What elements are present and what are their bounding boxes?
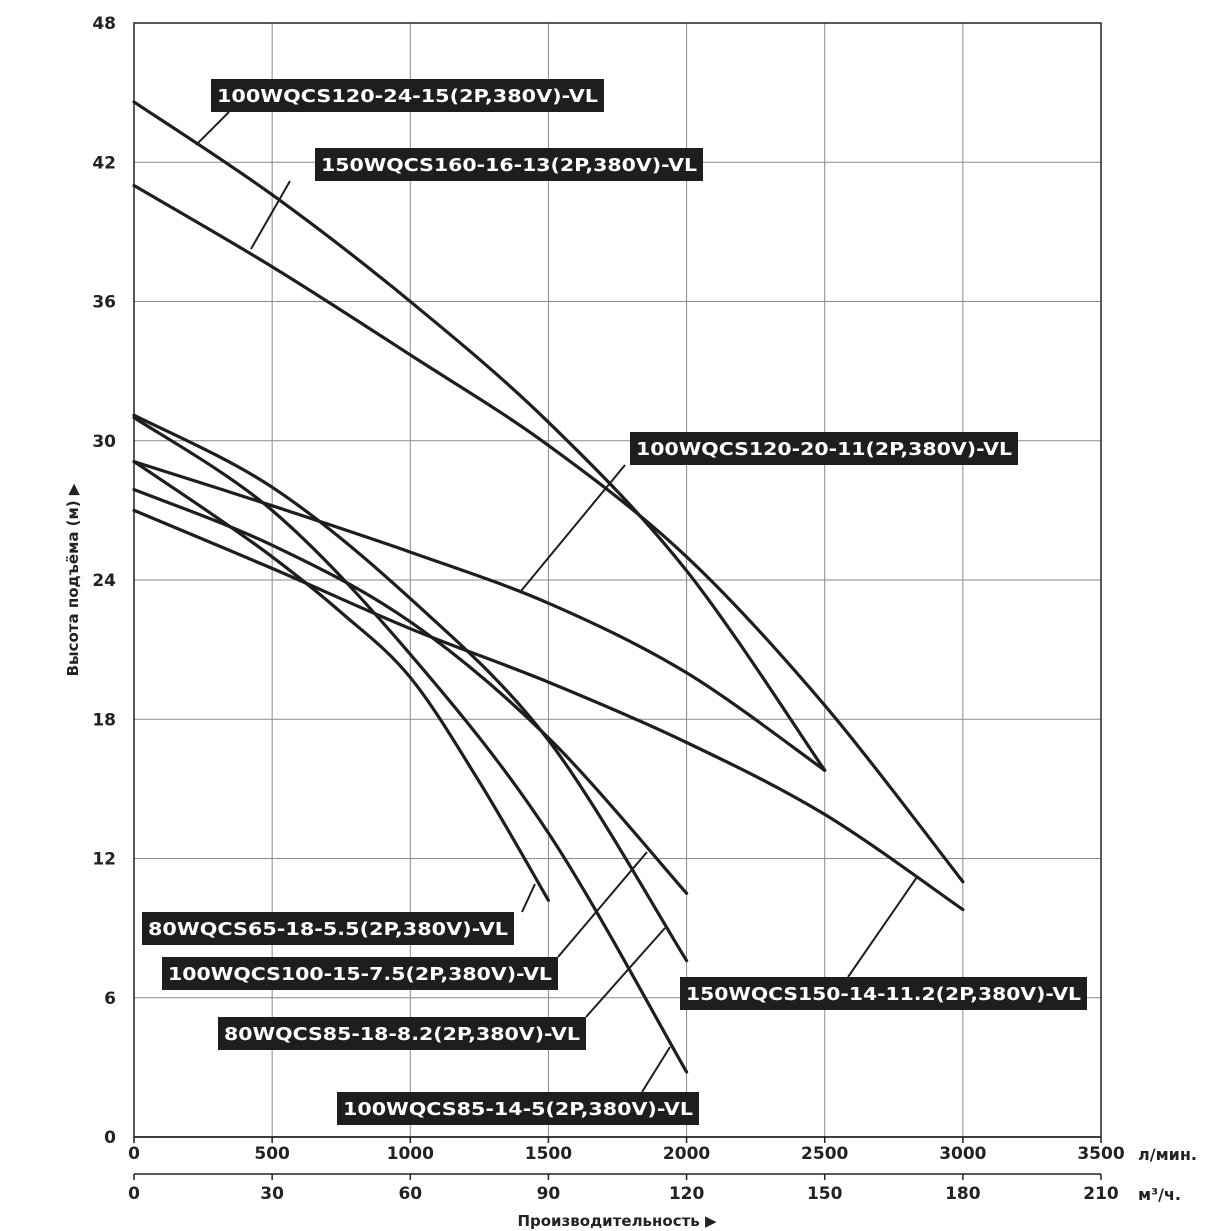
curve-100wqcs100-15-7-5-2p-380v-vl: [132, 487, 689, 895]
leader-line: [250, 180, 291, 250]
label-leaders: [195, 111, 918, 1093]
series-label: 100WQCS120-20-11(2P,380V)-VL: [636, 439, 1012, 460]
x-tick-label: 3500: [1077, 1144, 1124, 1164]
label-box: [337, 1092, 699, 1125]
x-tick-label: 2500: [801, 1144, 848, 1164]
series-label: 80WQCS85-18-8.2(2P,380V)-VL: [224, 1024, 580, 1045]
y-tick-label: 24: [92, 571, 116, 591]
curve-labels: 100WQCS120-24-15(2P,380V)-VL 150WQCS160-1…: [142, 79, 1087, 1125]
curve-100wqcs85-14-5-2p-380v-vl: [132, 415, 689, 1074]
leader-line: [521, 883, 536, 913]
leader-line: [195, 111, 230, 146]
leader-line: [641, 1046, 671, 1093]
label-box: [162, 957, 558, 990]
series-label: 150WQCS160-16-13(2P,380V)-VL: [321, 155, 697, 176]
series-label: 80WQCS65-18-5.5(2P,380V)-VL: [148, 919, 508, 940]
x-tick-label: 3000: [939, 1144, 986, 1164]
curve-80wqcs85-18-8-2-2p-380v-vl: [132, 413, 689, 963]
x-tick-label: 1500: [525, 1144, 572, 1164]
label-box: [218, 1017, 586, 1050]
x-tick-label: 500: [254, 1144, 290, 1164]
x-secondary-tick-labels: 0 30 60 90 120 150 180 210: [128, 1184, 1119, 1204]
x-tick-labels: 0 500 1000 1500 2000 2500 3000 3500: [128, 1144, 1125, 1164]
y-tick-label: 18: [92, 710, 116, 730]
y-tick-label: 6: [104, 989, 116, 1009]
x-secondary-tick-label: 0: [128, 1184, 140, 1204]
curve-80wqcs65-18-5-5-2p-380v-vl: [132, 460, 550, 902]
x-secondary-tick-label: 90: [537, 1184, 561, 1204]
x-secondary-unit: м³/ч.: [1138, 1185, 1181, 1204]
series-label: 100WQCS85-14-5(2P,380V)-VL: [343, 1099, 693, 1120]
series-label: 100WQCS100-15-7.5(2P,380V)-VL: [168, 964, 552, 985]
label-150wqcs150-14-11-2-2p-380v-vl: 150WQCS150-14-11.2(2P,380V)-VL: [680, 977, 1087, 1010]
label-100wqcs100-15-7-5-2p-380v-vl: 100WQCS100-15-7.5(2P,380V)-VL: [162, 957, 558, 990]
curve-100wqcs120-20-11-2p-380v-vl: [132, 460, 827, 772]
curve-100wqcs120-24-15-2p-380v-vl: [132, 100, 827, 772]
axes: [133, 1136, 1102, 1180]
label-box: [142, 912, 514, 945]
x-secondary-tick-label: 60: [398, 1184, 422, 1204]
x-primary-unit: л/мин.: [1138, 1145, 1197, 1164]
label-box: [315, 148, 703, 181]
x-tick-label: 1000: [387, 1144, 434, 1164]
x-tick-label: 0: [128, 1144, 140, 1164]
y-tick-label: 12: [92, 850, 116, 870]
y-tick-label: 42: [92, 153, 116, 173]
series-label: 100WQCS120-24-15(2P,380V)-VL: [217, 86, 598, 107]
label-box: [680, 977, 1087, 1010]
leader-line: [520, 464, 626, 592]
x-secondary-tick-label: 180: [945, 1184, 981, 1204]
series-label: 150WQCS150-14-11.2(2P,380V)-VL: [686, 984, 1081, 1005]
y-tick-label: 0: [104, 1128, 116, 1148]
pump-curves: [132, 100, 965, 1074]
label-100wqcs85-14-5-2p-380v-vl: 100WQCS85-14-5(2P,380V)-VL: [337, 1092, 699, 1125]
curve-150wqcs150-14-11-2-2p-380v-vl: [132, 508, 965, 912]
x-secondary-tick-label: 120: [669, 1184, 705, 1204]
label-100wqcs120-24-15-2p-380v-vl: 100WQCS120-24-15(2P,380V)-VL: [211, 79, 604, 112]
y-tick-label: 30: [92, 432, 116, 452]
leader-line: [847, 876, 918, 978]
label-150wqcs160-16-13-2p-380v-vl: 150WQCS160-16-13(2P,380V)-VL: [315, 148, 703, 181]
x-tick-label: 2000: [663, 1144, 710, 1164]
label-box: [630, 432, 1018, 465]
x-axis-title: Производительность ▶: [517, 1212, 717, 1230]
x-secondary-tick-label: 150: [807, 1184, 843, 1204]
label-80wqcs65-18-5-5-2p-380v-vl: 80WQCS65-18-5.5(2P,380V)-VL: [142, 912, 514, 945]
y-axis-title: Высота подъёма (м) ▶: [64, 483, 82, 676]
x-secondary-tick-label: 30: [260, 1184, 284, 1204]
leader-line: [585, 927, 666, 1018]
y-tick-label: 36: [92, 293, 116, 313]
label-80wqcs85-18-8-2-2p-380v-vl: 80WQCS85-18-8.2(2P,380V)-VL: [218, 1017, 586, 1050]
curve-150wqcs160-16-13-2p-380v-vl: [132, 183, 965, 884]
y-tick-label: 48: [92, 14, 116, 34]
x-secondary-tick-label: 210: [1083, 1184, 1119, 1204]
label-box: [211, 79, 604, 112]
label-100wqcs120-20-11-2p-380v-vl: 100WQCS120-20-11(2P,380V)-VL: [630, 432, 1018, 465]
y-tick-labels: 0 6 12 18 24 30 36 42 48: [92, 14, 116, 1148]
leader-line: [557, 851, 648, 958]
